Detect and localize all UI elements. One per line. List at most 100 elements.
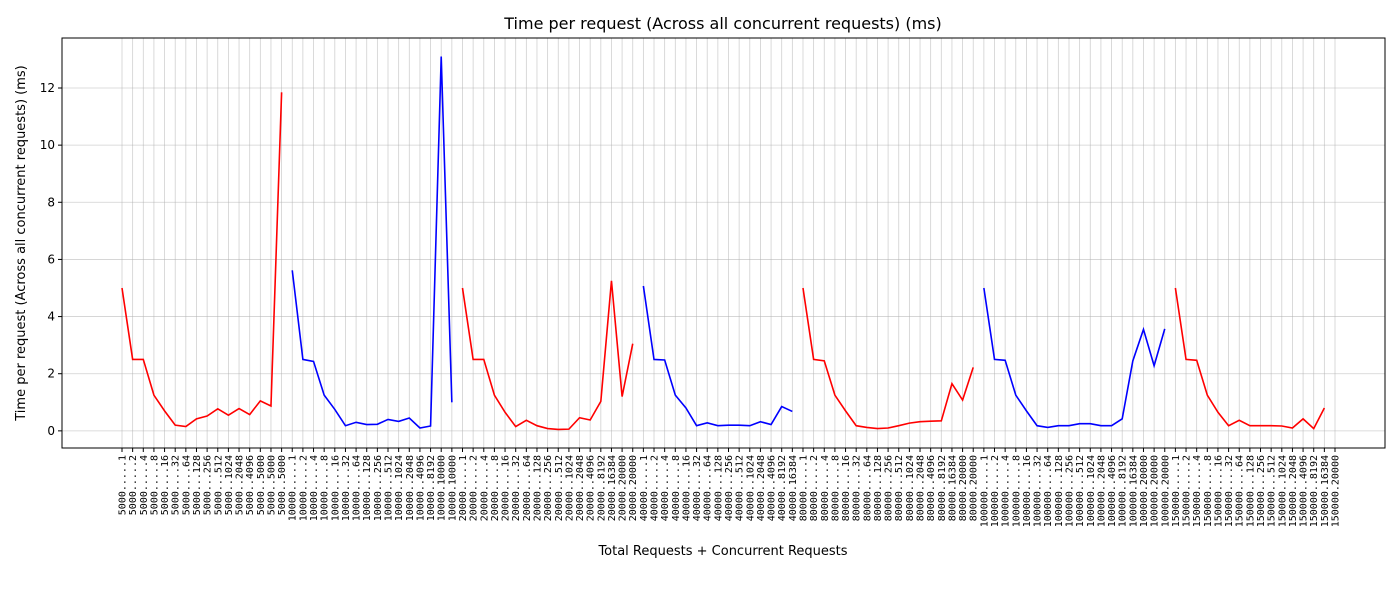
x-tick-label: 10000....16	[330, 455, 341, 521]
x-tick-label: 100000.20000	[1160, 455, 1171, 527]
x-tick-label: 100000..8192	[1118, 455, 1129, 527]
x-tick-label: 40000....32	[692, 455, 703, 521]
x-tick-label: 20000.....4	[479, 455, 490, 521]
x-tick-label: 5000..5000	[277, 455, 288, 515]
x-tick-label: 80000.....2	[809, 455, 820, 521]
x-tick-label: 100000....16	[1022, 455, 1033, 527]
x-tick-label: 40000..1024	[745, 455, 756, 521]
x-tick-label: 40000.16384	[788, 455, 799, 521]
x-tick-label: 5000.....2	[128, 455, 139, 515]
y-axis-label: Time per request (Across all concurrent …	[14, 65, 29, 421]
x-tick-label: 20000..1024	[564, 455, 575, 521]
x-tick-label: 100000.20000	[1139, 455, 1150, 527]
x-tick-label: 80000..8192	[937, 455, 948, 521]
x-tick-label: 5000..1024	[224, 455, 235, 515]
y-tick-label: 2	[47, 367, 55, 381]
x-tick-label: 20000....32	[511, 455, 522, 521]
plot-frame	[61, 37, 1386, 449]
x-tick-label: 150000.....4	[1192, 455, 1203, 527]
x-tick-label: 10000....64	[352, 455, 363, 521]
x-tick-label: 100000...512	[1075, 455, 1086, 527]
x-tick-label: 150000...256	[1256, 455, 1267, 527]
x-tick-label: 100000....32	[1033, 455, 1044, 527]
x-tick-label: 20000..2048	[575, 455, 586, 521]
x-tick-label: 100000.....8	[1011, 455, 1022, 527]
x-tick-label: 80000..1024	[905, 455, 916, 521]
x-tick-label: 100000.16384	[1128, 455, 1139, 527]
x-tick-label: 5000.....8	[149, 455, 160, 515]
x-tick-label: 10000...512	[384, 455, 395, 521]
x-tick-label: 40000..2048	[756, 455, 767, 521]
x-tick-label: 150000.16384	[1320, 455, 1331, 527]
x-tick-label: 150000..1024	[1277, 455, 1288, 527]
x-tick-label: 100000...256	[1064, 455, 1075, 527]
x-tick-label: 150000..2048	[1288, 455, 1299, 527]
x-tick-label: 150000..4096	[1299, 455, 1310, 527]
x-tick-label: 10000....32	[341, 455, 352, 521]
y-tick-label: 12	[40, 81, 55, 95]
x-tick-label: 20000.....2	[469, 455, 480, 521]
x-tick-label: 100000..1024	[1086, 455, 1097, 527]
x-tick-label: 40000.....1	[639, 455, 650, 521]
x-tick-label: 80000.20000	[969, 455, 980, 521]
x-tick-label: 10000.....8	[320, 455, 331, 521]
x-tick-label: 20000....16	[501, 455, 512, 521]
x-tick-label: 80000....64	[862, 455, 873, 521]
x-tick-label: 5000..5000	[266, 455, 277, 515]
x-tick-label: 150000.....2	[1182, 455, 1193, 527]
x-tick-label: 150000..8192	[1309, 455, 1320, 527]
x-tick-label: 10000.10000	[447, 455, 458, 521]
x-tick-label: 20000.20000	[618, 455, 629, 521]
x-tick-label: 100000.20000	[1150, 455, 1161, 527]
x-tick-label: 10000..1024	[394, 455, 405, 521]
x-tick-label: 5000.....1	[118, 455, 129, 515]
x-tick-label: 40000....64	[703, 455, 714, 521]
line	[121, 92, 1326, 431]
x-tick-label: 100000....64	[1043, 455, 1054, 527]
x-tick-label: 5000...256	[203, 455, 214, 515]
x-tick-label: 40000..4096	[767, 455, 778, 521]
y-tick-label: 6	[47, 252, 55, 266]
x-tick-label: 10000..2048	[405, 455, 416, 521]
x-tick-label: 20000..8192	[596, 455, 607, 521]
x-tick-label: 5000..2048	[235, 455, 246, 515]
x-tick-label: 40000....16	[681, 455, 692, 521]
x-tick-label: 150000...128	[1245, 455, 1256, 527]
x-tick-label: 20000.20000	[628, 455, 639, 521]
x-tick-label: 5000...512	[213, 455, 224, 515]
x-tick-label: 80000..4096	[926, 455, 937, 521]
x-tick-label: 80000...512	[894, 455, 905, 521]
x-tick-label: 20000.16384	[607, 455, 618, 521]
x-tick-label: 150000.20000	[1331, 455, 1342, 527]
x-tick-label: 40000.....4	[660, 455, 671, 521]
x-tick-label: 150000....32	[1224, 455, 1235, 527]
x-tick-label: 80000...128	[873, 455, 884, 521]
x-tick-label: 80000.....1	[798, 455, 809, 521]
x-tick-label: 10000..8192	[426, 455, 437, 521]
line	[291, 56, 1166, 429]
x-tick-label: 80000.16384	[947, 455, 958, 521]
x-tick-label: 5000..5000	[256, 455, 267, 515]
x-tick-label: 10000...128	[362, 455, 373, 521]
x-tick-label: 100000..2048	[1096, 455, 1107, 527]
x-tick-label: 150000....64	[1235, 455, 1246, 527]
x-tick-label: 150000...512	[1267, 455, 1278, 527]
x-tick-label: 150000.....8	[1203, 455, 1214, 527]
x-tick-label: 100000.....2	[990, 455, 1001, 527]
x-tick-label: 10000.....1	[288, 455, 299, 521]
x-tick-label: 10000.10000	[437, 455, 448, 521]
x-tick-label: 5000....32	[171, 455, 182, 515]
x-tick-label: 20000..4096	[586, 455, 597, 521]
x-tick-label: 80000.20000	[958, 455, 969, 521]
x-tick-label: 20000.....8	[490, 455, 501, 521]
x-tick-label: 150000.....1	[1171, 455, 1182, 527]
x-tick-label: 80000..2048	[916, 455, 927, 521]
x-tick-label: 10000.....2	[298, 455, 309, 521]
x-tick-label: 5000..4096	[245, 455, 256, 515]
y-tick-label: 0	[47, 424, 55, 438]
x-tick-label: 10000...256	[373, 455, 384, 521]
x-tick-label: 40000...512	[735, 455, 746, 521]
x-tick-label: 80000....32	[852, 455, 863, 521]
x-tick-label: 10000.....4	[309, 455, 320, 521]
